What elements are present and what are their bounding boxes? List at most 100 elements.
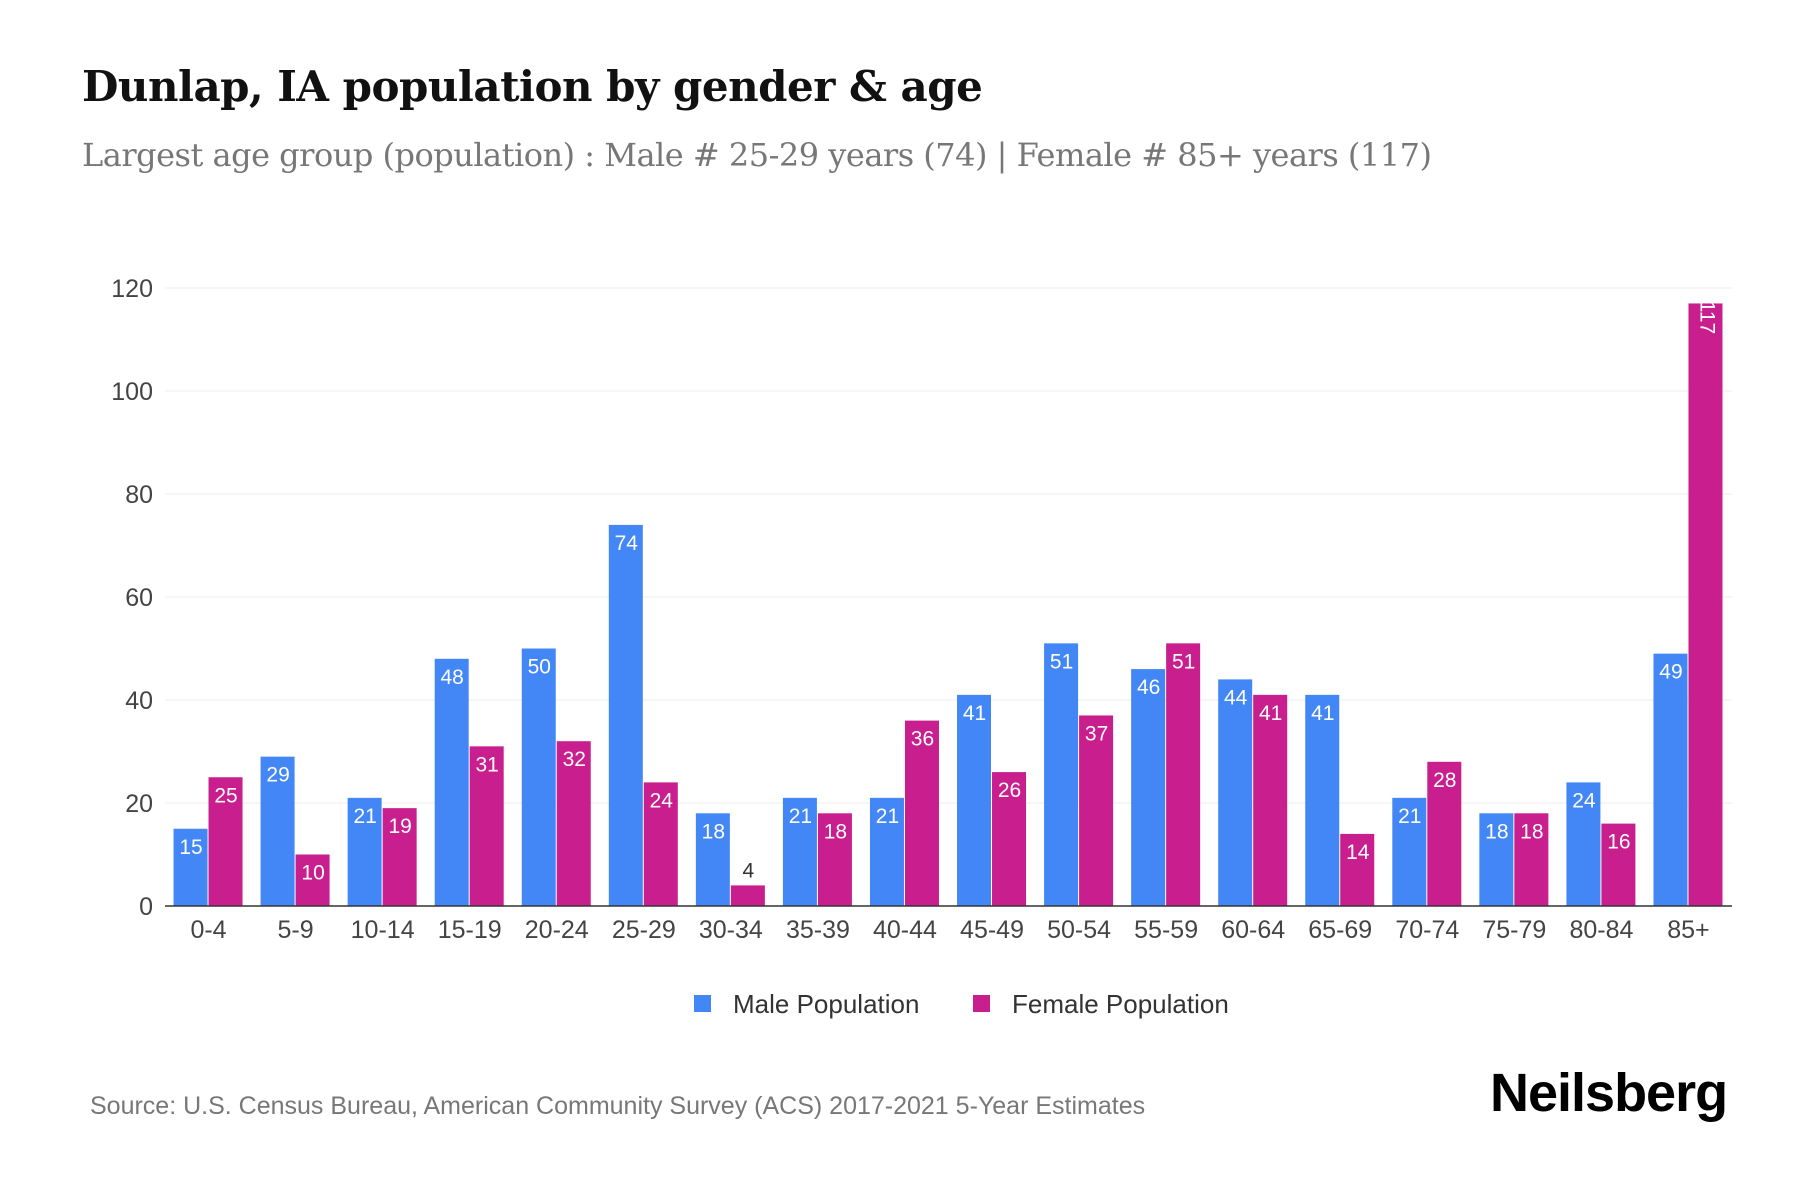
x-tick-label: 50-54 bbox=[1047, 916, 1111, 944]
bar-male bbox=[1044, 643, 1079, 906]
x-tick-label: 30-34 bbox=[699, 916, 763, 944]
data-label: 21 bbox=[353, 805, 376, 828]
data-label: 24 bbox=[1572, 789, 1596, 812]
bar-female bbox=[469, 746, 504, 906]
data-label: 36 bbox=[911, 728, 934, 751]
x-tick-label: 40-44 bbox=[873, 916, 937, 944]
legend-swatch bbox=[694, 995, 711, 1012]
bar-female bbox=[1427, 761, 1462, 906]
data-label: 25 bbox=[214, 784, 237, 807]
bar-male bbox=[1653, 653, 1688, 906]
bar-female bbox=[1253, 694, 1288, 906]
x-tick-label: 75-79 bbox=[1482, 916, 1546, 944]
bar-female bbox=[556, 741, 591, 906]
data-label: 4 bbox=[743, 859, 755, 882]
bar-female bbox=[208, 777, 243, 906]
neilsberg-logo: Neilsberg bbox=[1490, 1063, 1728, 1123]
bar-male bbox=[869, 797, 904, 906]
x-tick-label: 5-9 bbox=[278, 916, 314, 944]
bar-male bbox=[1305, 694, 1340, 906]
x-tick-label: 15-19 bbox=[438, 916, 502, 944]
y-tick-label: 60 bbox=[125, 584, 153, 612]
y-tick-label: 20 bbox=[125, 790, 153, 818]
data-label: 18 bbox=[1520, 820, 1543, 843]
data-label: 18 bbox=[824, 820, 847, 843]
bar-male bbox=[1218, 679, 1253, 906]
data-label: 14 bbox=[1346, 841, 1370, 864]
data-label: 51 bbox=[1172, 650, 1195, 673]
bar-female bbox=[1079, 715, 1114, 906]
bar-male bbox=[1566, 782, 1601, 906]
bar-female bbox=[992, 772, 1027, 906]
data-label: 48 bbox=[441, 666, 464, 689]
bar-female bbox=[295, 854, 330, 906]
bar-male bbox=[695, 813, 730, 906]
data-label: 50 bbox=[528, 656, 551, 679]
bar-female bbox=[382, 808, 417, 906]
bar-female bbox=[1514, 813, 1549, 906]
data-label: 24 bbox=[650, 789, 674, 812]
bar-female bbox=[1340, 833, 1375, 906]
x-tick-label: 35-39 bbox=[786, 916, 850, 944]
bar-male bbox=[1131, 669, 1166, 906]
bar-male bbox=[782, 797, 817, 906]
bar-male bbox=[173, 828, 208, 906]
bar-female bbox=[643, 782, 678, 906]
legend-label: Male Population bbox=[733, 989, 919, 1019]
bar-male bbox=[1392, 797, 1427, 906]
data-label: 31 bbox=[476, 753, 499, 776]
x-tick-label: 25-29 bbox=[612, 916, 676, 944]
bar-female bbox=[730, 885, 765, 906]
bar-male bbox=[608, 524, 643, 906]
data-label: 46 bbox=[1137, 676, 1160, 699]
data-label: 15 bbox=[179, 836, 202, 859]
data-label: 10 bbox=[301, 862, 324, 885]
data-label: 26 bbox=[998, 779, 1021, 802]
data-label: 18 bbox=[1485, 820, 1508, 843]
data-label: 51 bbox=[1050, 650, 1073, 673]
data-label: 37 bbox=[1085, 722, 1108, 745]
data-label: 32 bbox=[563, 748, 586, 771]
y-tick-label: 0 bbox=[139, 893, 153, 921]
data-label: 19 bbox=[388, 815, 411, 838]
data-label: 28 bbox=[1433, 769, 1456, 792]
data-label: 41 bbox=[1259, 702, 1282, 725]
data-label: 41 bbox=[963, 702, 986, 725]
legend-label: Female Population bbox=[1012, 989, 1229, 1019]
data-label: 41 bbox=[1311, 702, 1334, 725]
x-tick-label: 10-14 bbox=[351, 916, 415, 944]
y-tick-label: 40 bbox=[125, 687, 153, 715]
data-label: 49 bbox=[1659, 661, 1682, 684]
y-tick-label: 120 bbox=[111, 275, 153, 303]
bar-male bbox=[434, 658, 469, 906]
x-tick-label: 20-24 bbox=[525, 916, 589, 944]
x-tick-label: 65-69 bbox=[1308, 916, 1372, 944]
bar-male bbox=[521, 648, 556, 906]
data-label: 18 bbox=[702, 820, 725, 843]
x-tick-label: 55-59 bbox=[1134, 916, 1198, 944]
chart-title: Dunlap, IA population by gender & age bbox=[82, 62, 983, 111]
bar-female bbox=[1166, 643, 1201, 906]
y-tick-label: 80 bbox=[125, 481, 153, 509]
data-label: 16 bbox=[1607, 831, 1630, 854]
bar-male bbox=[1479, 813, 1514, 906]
x-tick-label: 85+ bbox=[1667, 916, 1709, 944]
chart-subtitle: Largest age group (population) : Male # … bbox=[82, 136, 1432, 174]
data-label: 44 bbox=[1224, 686, 1248, 709]
bar-female bbox=[1688, 303, 1723, 906]
x-tick-label: 45-49 bbox=[960, 916, 1024, 944]
data-label: 29 bbox=[266, 764, 289, 787]
data-label: 117 bbox=[1695, 301, 1718, 334]
source-note: Source: U.S. Census Bureau, American Com… bbox=[90, 1092, 1146, 1120]
bar-female bbox=[1601, 823, 1636, 906]
data-label: 21 bbox=[876, 805, 899, 828]
data-label: 74 bbox=[615, 532, 639, 555]
bar-female bbox=[817, 813, 852, 906]
bar-female bbox=[904, 720, 939, 906]
legend-swatch bbox=[973, 995, 990, 1012]
bar-male bbox=[347, 797, 382, 906]
bar-male bbox=[957, 694, 992, 906]
x-tick-label: 80-84 bbox=[1569, 916, 1633, 944]
x-tick-label: 60-64 bbox=[1221, 916, 1285, 944]
